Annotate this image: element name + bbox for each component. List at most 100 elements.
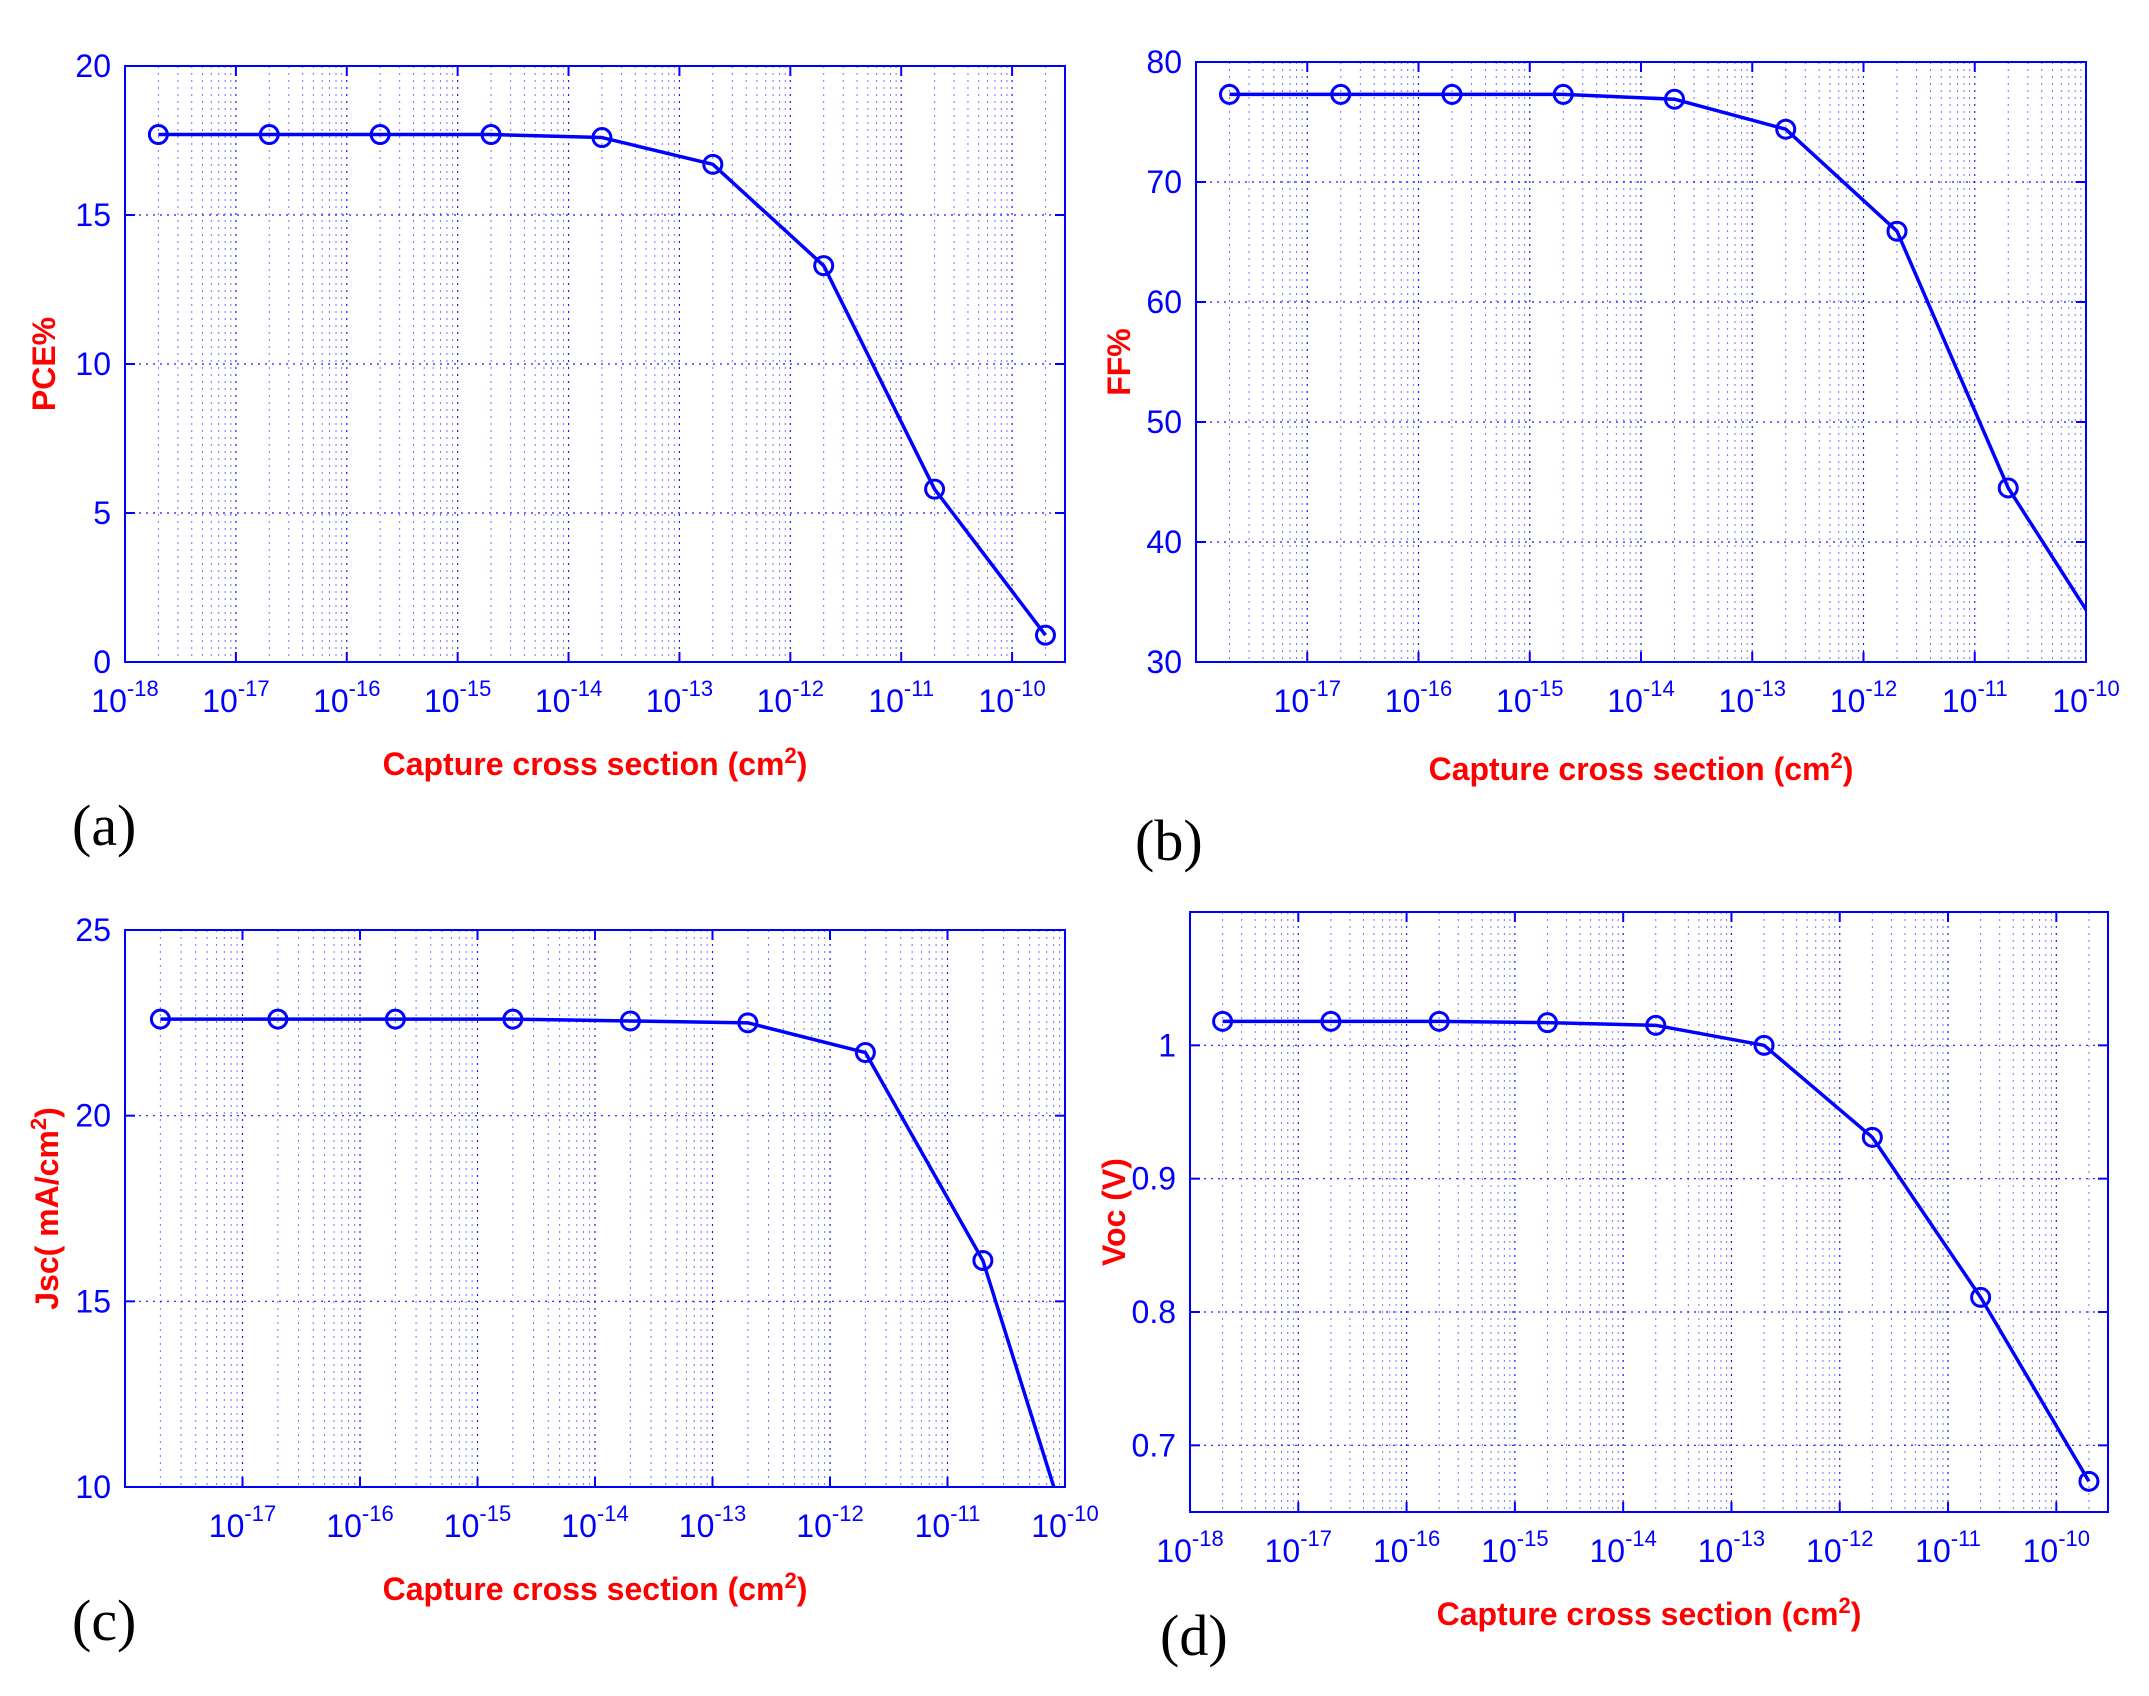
- panel-label: (a): [72, 793, 136, 858]
- data-point: [619, 1010, 641, 1032]
- data-point: [267, 1008, 289, 1030]
- y-tick-label: 10: [75, 346, 111, 382]
- y-axis-title: Jsc( mA/cm2): [26, 1107, 65, 1310]
- data-point: [1663, 88, 1685, 110]
- data-point: [591, 127, 613, 149]
- data-point: [149, 1008, 171, 1030]
- x-tick-label: 10-15: [444, 1501, 511, 1544]
- x-tick-label: 10-14: [561, 1501, 628, 1544]
- x-axis-title: Capture cross section (cm2): [1437, 1593, 1862, 1632]
- x-tick-label: 10-14: [1589, 1526, 1656, 1569]
- data-point: [1861, 1126, 1883, 1148]
- x-tick-label: 10-10: [2023, 1526, 2090, 1569]
- chart-panel-b: 30 40 50 60 70 80 10-17 10-16 10-15 10-14 10-13 10-…: [1101, 44, 2120, 873]
- data-point: [854, 1042, 876, 1064]
- data-point: [1320, 1010, 1342, 1032]
- x-tick-label: 10-17: [1265, 1526, 1332, 1569]
- x-tick-label: 10-10: [978, 676, 1045, 719]
- data-point: [813, 255, 835, 277]
- x-tick-label: 10-13: [1698, 1526, 1765, 1569]
- chart-panel-d: 0.7 0.8 0.9 1 10-18 10-17 10-16 10-15 10-14 10-13…: [1096, 911, 2109, 1668]
- grid: [125, 930, 1065, 1487]
- y-tick-label: 15: [75, 197, 111, 233]
- data-point: [737, 1012, 759, 1034]
- series-line: [160, 1017, 1056, 1487]
- y-axis-title: PCE%: [26, 317, 62, 411]
- data-point: [1428, 1010, 1450, 1032]
- chart-panel-a: 0 5 10 15 20 10-18 10-17 10-16 10-15 10-14 10-13 10…: [26, 48, 1066, 858]
- x-tick-label: 10-14: [535, 676, 602, 719]
- y-tick-label: 1: [1158, 1027, 1176, 1063]
- x-tick-label: 10-17: [1274, 676, 1341, 719]
- y-tick-label: 70: [1146, 164, 1182, 200]
- plot-frame: [1189, 911, 2109, 1513]
- x-tick-label: 10-15: [424, 676, 491, 719]
- data-point: [1330, 83, 1352, 105]
- y-tick-label: 30: [1146, 644, 1182, 680]
- x-tick-label: 10-10: [2052, 676, 2119, 719]
- y-tick-label: 10: [75, 1469, 111, 1505]
- data-point: [258, 124, 280, 146]
- x-axis-title: Capture cross section (cm2): [383, 1568, 808, 1607]
- data-point: [1886, 220, 1908, 242]
- x-axis-title: Capture cross section (cm2): [1429, 748, 1854, 787]
- y-axis-title: Voc (V): [1096, 1158, 1132, 1266]
- y-tick-label: 60: [1146, 284, 1182, 320]
- x-axis-title: Capture cross section (cm2): [383, 743, 808, 782]
- x-tick-label: 10-18: [91, 676, 158, 719]
- data-point: [384, 1008, 406, 1030]
- data-point: [1552, 83, 1574, 105]
- chart-panel-c: 10 15 20 25 10-17 10-16 10-15 10-14 10-13 10-12 10…: [26, 912, 1099, 1653]
- y-tick-label: 5: [93, 495, 111, 531]
- y-tick-label: 20: [75, 1098, 111, 1134]
- y-tick-label: 80: [1146, 44, 1182, 80]
- data-point: [1645, 1014, 1667, 1036]
- grid: [125, 66, 1065, 662]
- x-tick-label: 10-17: [209, 1501, 276, 1544]
- x-tick-label: 10-13: [679, 1501, 746, 1544]
- series-line: [158, 132, 1047, 637]
- y-tick-label: 40: [1146, 524, 1182, 560]
- data-point: [1970, 1286, 1992, 1308]
- data-point: [147, 124, 169, 146]
- data-point: [1775, 118, 1797, 140]
- x-tick-label: 10-16: [313, 676, 380, 719]
- y-tick-label: 0.9: [1132, 1161, 1176, 1197]
- data-point: [369, 124, 391, 146]
- data-point: [1753, 1034, 1775, 1056]
- data-point: [1441, 83, 1463, 105]
- x-tick-label: 10-13: [1719, 676, 1786, 719]
- data-point: [1536, 1012, 1558, 1034]
- y-tick-label: 25: [75, 912, 111, 948]
- data-point: [972, 1249, 994, 1271]
- x-tick-label: 10-12: [796, 1501, 863, 1544]
- x-tick-label: 10-16: [326, 1501, 393, 1544]
- data-point: [1218, 83, 1240, 105]
- x-tick-label: 10-11: [1915, 1526, 1981, 1569]
- x-tick-label: 10-11: [915, 1501, 981, 1544]
- y-tick-label: 20: [75, 48, 111, 84]
- grid: [1196, 62, 2086, 662]
- data-point: [2078, 1470, 2100, 1492]
- x-tick-label: 10-14: [1607, 676, 1674, 719]
- grid: [1190, 912, 2108, 1512]
- panel-label: (d): [1160, 1603, 1228, 1668]
- x-tick-label: 10-16: [1373, 1526, 1440, 1569]
- data-point: [702, 153, 724, 175]
- y-tick-label: 0.7: [1132, 1427, 1176, 1463]
- series-line: [1229, 92, 2086, 613]
- series-line: [1222, 1019, 2091, 1483]
- y-tick-label: 0.8: [1132, 1294, 1176, 1330]
- panel-label: (c): [72, 1588, 136, 1653]
- panel-label: (b): [1135, 808, 1203, 873]
- y-tick-label: 0: [93, 644, 111, 680]
- y-axis-title: FF%: [1101, 328, 1137, 396]
- x-tick-label: 10-10: [1031, 1501, 1098, 1544]
- data-point: [924, 478, 946, 500]
- x-tick-label: 10-16: [1385, 676, 1452, 719]
- data-point: [1212, 1010, 1234, 1032]
- x-tick-label: 10-12: [757, 676, 824, 719]
- x-tick-label: 10-12: [1806, 1526, 1873, 1569]
- x-tick-label: 10-11: [1942, 676, 2008, 719]
